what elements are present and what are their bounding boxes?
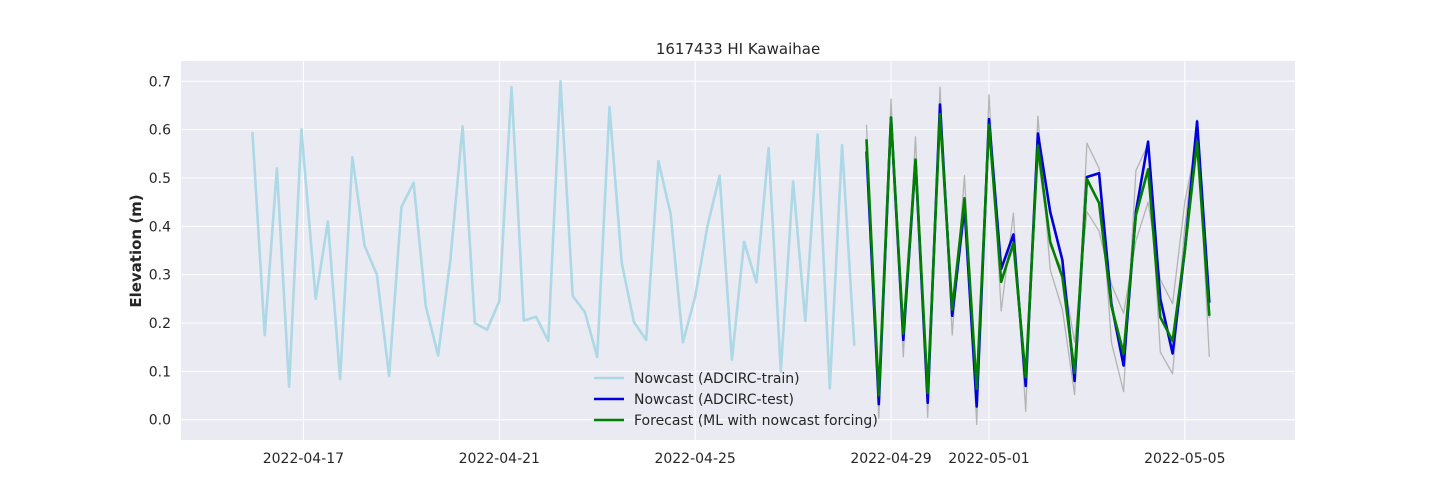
x-tick-label: 2022-04-21 [459, 451, 540, 467]
y-tick-label: 0.7 [149, 74, 171, 90]
y-tick-label: 0.6 [149, 123, 171, 139]
series-line [251, 80, 856, 390]
y-tick-label: 0.2 [149, 316, 171, 332]
y-axis-label: Elevation (m) [127, 194, 145, 307]
series-layer [251, 80, 1211, 426]
legend: Nowcast (ADCIRC-train) Nowcast (ADCIRC-te… [594, 371, 878, 429]
y-tick-label: 0.0 [149, 413, 171, 429]
y-gridlines [181, 80, 1295, 421]
y-tick-label: 0.5 [149, 171, 171, 187]
legend-entry: Nowcast (ADCIRC-train) [634, 371, 800, 387]
x-tick-label: 2022-04-29 [850, 451, 931, 467]
y-tick-label: 0.4 [149, 219, 171, 235]
x-tick-label: 2022-05-01 [948, 451, 1029, 467]
legend-entry: Forecast (ML with nowcast forcing) [634, 413, 878, 429]
y-tick-labels: 0.0 0.1 0.2 0.3 0.4 0.5 0.6 0.7 [149, 74, 171, 428]
x-tick-label: 2022-04-25 [654, 451, 735, 467]
x-tick-labels: 2022-04-17 2022-04-21 2022-04-25 2022-04-29… [263, 451, 1226, 467]
chart-title: 1617433 HI Kawaihae [656, 40, 820, 58]
x-tick-label: 2022-05-05 [1144, 451, 1225, 467]
y-tick-label: 0.3 [149, 268, 171, 284]
y-tick-label: 0.1 [149, 364, 171, 380]
x-tick-label: 2022-04-17 [263, 451, 344, 467]
series-line [865, 112, 1211, 397]
legend-entry: Nowcast (ADCIRC-test) [634, 392, 794, 408]
